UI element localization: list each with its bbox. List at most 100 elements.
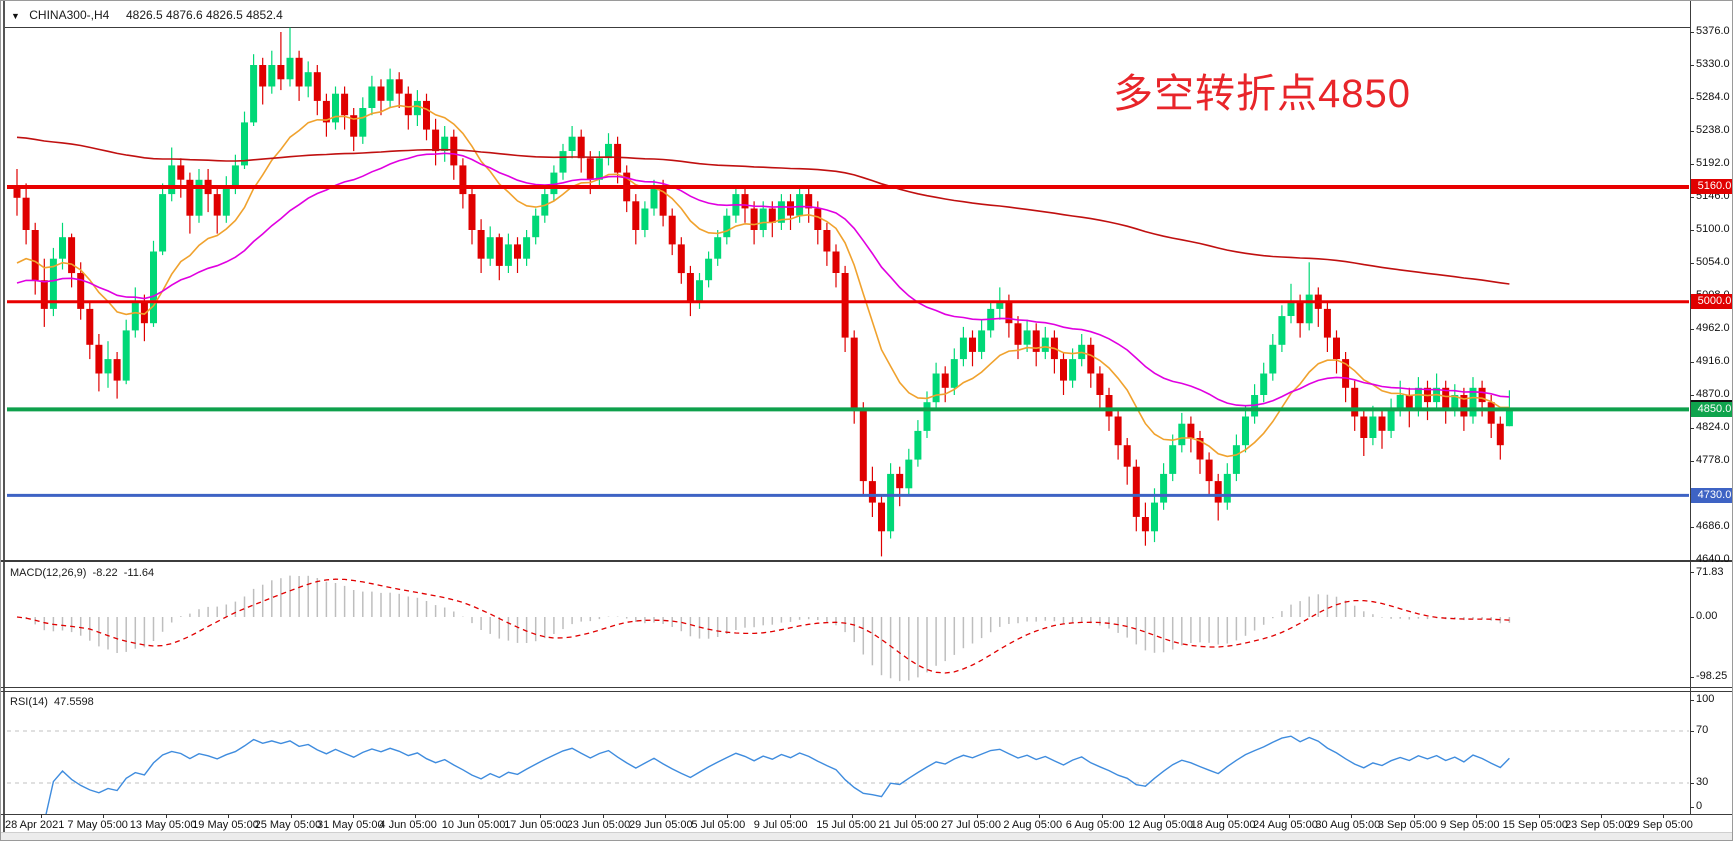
candle-body xyxy=(1396,395,1404,410)
ma-lines-layer xyxy=(16,104,1510,458)
candle-body xyxy=(231,165,239,187)
macd-value-main: -8.22 xyxy=(92,567,118,579)
time-label: 24 Aug 05:00 xyxy=(1253,819,1318,831)
rsi-top-separator[interactable] xyxy=(1,691,1732,692)
candle-body xyxy=(1178,423,1186,446)
rsi-value: 47.5598 xyxy=(54,696,94,708)
candle-body xyxy=(1296,301,1304,324)
candle-body xyxy=(1151,502,1158,532)
candle-body xyxy=(787,201,794,216)
price-tag-resistance-5160[interactable]: 5160.0 xyxy=(1691,179,1732,195)
macd-tick-label: 71.83 xyxy=(1696,565,1724,578)
price-tick-label: 5284.0 xyxy=(1696,91,1730,103)
candle-body xyxy=(1451,395,1459,410)
candle-body xyxy=(741,194,749,209)
rsi-plot-svg[interactable] xyxy=(7,692,1689,814)
time-tick xyxy=(165,814,167,818)
price-tick-label: 5100.0 xyxy=(1696,223,1730,235)
time-label: 6 Aug 05:00 xyxy=(1065,819,1125,831)
price-tick-label: 4962.0 xyxy=(1696,322,1730,334)
price-axis-line xyxy=(1690,1,1691,815)
price-tick xyxy=(1690,196,1694,198)
annotation-text[interactable]: 多空转折点4850 xyxy=(1113,72,1411,116)
candle-body xyxy=(332,93,339,123)
time-tick xyxy=(1476,814,1478,818)
candle-body xyxy=(914,430,922,460)
candle-body xyxy=(959,337,967,360)
candle-body xyxy=(486,237,494,259)
candle-body xyxy=(1496,423,1504,446)
candle-body xyxy=(941,373,949,388)
candle-body xyxy=(686,273,694,302)
candle-body xyxy=(923,402,931,431)
candle-body xyxy=(1242,416,1249,446)
candle-body xyxy=(1478,387,1486,403)
candle-body xyxy=(1169,445,1177,474)
rsi-tick xyxy=(1690,699,1694,701)
candle-body xyxy=(31,230,39,281)
candle-body xyxy=(250,65,258,123)
main-macd-separator[interactable] xyxy=(1,560,1732,562)
candle-body xyxy=(295,57,303,87)
price-tag-support-4730[interactable]: 4730.0 xyxy=(1691,487,1732,503)
candle-body xyxy=(241,122,248,166)
time-label: 7 May 05:00 xyxy=(67,819,128,831)
main-plot-svg[interactable] xyxy=(7,27,1689,559)
price-tick xyxy=(1690,262,1694,264)
time-tick xyxy=(602,814,604,818)
candle-body xyxy=(341,93,349,116)
candle-body xyxy=(423,100,430,130)
candle-body xyxy=(1123,445,1131,467)
candle-body xyxy=(13,187,21,198)
macd-value-signal: -11.64 xyxy=(123,567,155,579)
time-tick xyxy=(1538,814,1540,818)
candle-body xyxy=(950,359,958,388)
macd-tick xyxy=(1690,676,1694,678)
rsi-tick xyxy=(1690,782,1694,784)
candle-body xyxy=(605,143,612,159)
candle-body xyxy=(850,337,858,410)
time-label: 10 Jun 05:00 xyxy=(441,819,506,831)
candle-body xyxy=(1032,330,1040,352)
candle-body xyxy=(377,86,385,101)
candle-body xyxy=(996,301,1004,309)
candle-body xyxy=(40,280,48,309)
rsi-tick-label: 30 xyxy=(1696,776,1709,788)
price-tick-label: 5054.0 xyxy=(1696,256,1730,268)
candle-body xyxy=(514,244,521,259)
macd-signal-line xyxy=(16,578,1510,674)
candle-body xyxy=(432,129,440,152)
candle-body xyxy=(1087,344,1095,374)
time-label: 17 Jun 05:00 xyxy=(504,819,568,831)
candle-body xyxy=(896,473,904,489)
rsi-tick-label: 0 xyxy=(1696,800,1703,812)
candle-body xyxy=(140,301,148,324)
macd-bottom-separator[interactable] xyxy=(1,687,1732,688)
ma-line-fast xyxy=(16,104,1510,458)
price-tick xyxy=(1690,64,1694,66)
price-tag-resistance-5000[interactable]: 5000.0 xyxy=(1691,294,1732,310)
time-tick xyxy=(1663,814,1665,818)
candle-body xyxy=(59,237,66,259)
header-separator xyxy=(5,27,1690,28)
candle-body xyxy=(887,473,895,532)
candle-body xyxy=(1069,359,1077,381)
price-tick-label: 5376.0 xyxy=(1696,25,1730,37)
candle-body xyxy=(868,481,876,503)
time-tick xyxy=(415,814,417,818)
candle-body xyxy=(286,57,294,80)
time-label: 21 Jul 05:00 xyxy=(878,819,939,831)
candle-body xyxy=(668,215,676,245)
candle-body xyxy=(113,359,121,381)
candle-body xyxy=(1214,481,1222,503)
symbol-dropdown-icon[interactable]: ▼ xyxy=(11,11,20,21)
horizontal-scrollbar[interactable] xyxy=(1,832,1732,840)
candle-body xyxy=(1205,459,1213,482)
macd-plot-svg[interactable] xyxy=(7,563,1689,687)
candle-body xyxy=(823,230,831,252)
price-tick-label: 4778.0 xyxy=(1696,454,1730,466)
candle-body xyxy=(350,115,358,137)
price-tag-pivot-4850[interactable]: 4850.0 xyxy=(1691,401,1732,417)
candle-body xyxy=(304,72,312,87)
candle-body xyxy=(1305,294,1313,324)
